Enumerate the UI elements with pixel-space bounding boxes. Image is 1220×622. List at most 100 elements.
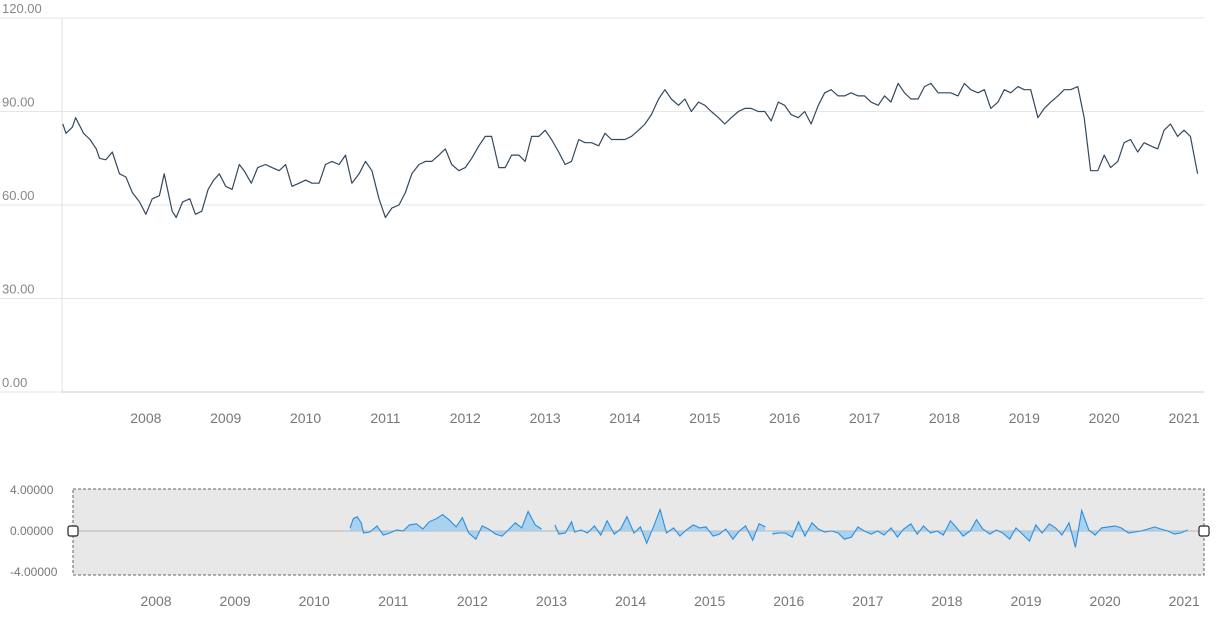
main-series-line[interactable] (62, 82, 1199, 219)
main-data-point[interactable] (212, 179, 215, 182)
main-data-point[interactable] (1129, 138, 1132, 141)
main-data-point[interactable] (291, 185, 294, 188)
main-data-point[interactable] (737, 110, 740, 113)
main-data-point[interactable] (390, 207, 393, 210)
main-data-point[interactable] (89, 138, 92, 141)
main-data-point[interactable] (318, 182, 321, 185)
main-data-point[interactable] (770, 119, 773, 122)
main-data-point[interactable] (989, 107, 992, 110)
main-data-point[interactable] (690, 110, 693, 113)
main-data-point[interactable] (437, 154, 440, 157)
main-data-point[interactable] (378, 197, 381, 200)
main-data-point[interactable] (963, 82, 966, 85)
main-data-point[interactable] (1069, 88, 1072, 91)
main-data-point[interactable] (74, 116, 77, 119)
main-data-point[interactable] (1029, 88, 1032, 91)
main-data-point[interactable] (464, 166, 467, 169)
main-data-point[interactable] (95, 147, 98, 150)
main-data-point[interactable] (338, 163, 341, 166)
main-data-point[interactable] (703, 104, 706, 107)
main-data-point[interactable] (1183, 129, 1186, 132)
main-data-point[interactable] (181, 200, 184, 203)
main-data-point[interactable] (1116, 160, 1119, 163)
main-data-point[interactable] (597, 144, 600, 147)
main-data-point[interactable] (311, 182, 314, 185)
navigator-right-handle[interactable] (1198, 525, 1210, 537)
main-data-point[interactable] (850, 91, 853, 94)
main-data-point[interactable] (171, 210, 174, 213)
main-data-point[interactable] (817, 104, 820, 107)
main-data-point[interactable] (1096, 169, 1099, 172)
main-data-point[interactable] (1196, 172, 1199, 175)
main-data-point[interactable] (218, 172, 221, 175)
main-data-point[interactable] (757, 110, 760, 113)
main-data-point[interactable] (1109, 166, 1112, 169)
main-data-point[interactable] (278, 169, 281, 172)
main-data-point[interactable] (909, 98, 912, 101)
main-data-point[interactable] (917, 98, 920, 101)
main-data-point[interactable] (670, 98, 673, 101)
main-data-point[interactable] (644, 123, 647, 126)
main-data-point[interactable] (677, 104, 680, 107)
main-data-point[interactable] (1023, 88, 1026, 91)
main-data-point[interactable] (350, 182, 353, 185)
navigator-background[interactable] (72, 488, 1205, 576)
main-data-point[interactable] (550, 138, 553, 141)
main-data-point[interactable] (111, 151, 114, 154)
main-data-point[interactable] (224, 185, 227, 188)
main-data-point[interactable] (610, 138, 613, 141)
main-data-point[interactable] (364, 160, 367, 163)
main-data-point[interactable] (1189, 135, 1192, 138)
main-data-point[interactable] (843, 94, 846, 97)
main-data-point[interactable] (207, 188, 210, 191)
main-data-point[interactable] (444, 147, 447, 150)
main-data-point[interactable] (663, 88, 666, 91)
main-data-point[interactable] (790, 113, 793, 116)
main-data-point[interactable] (1169, 123, 1172, 126)
main-data-point[interactable] (200, 210, 203, 213)
main-data-point[interactable] (138, 200, 141, 203)
main-data-point[interactable] (1003, 88, 1006, 91)
main-data-point[interactable] (510, 154, 513, 157)
main-data-point[interactable] (484, 135, 487, 138)
main-data-point[interactable] (637, 129, 640, 132)
main-data-point[interactable] (530, 135, 533, 138)
main-data-point[interactable] (570, 160, 573, 163)
main-data-point[interactable] (557, 151, 560, 154)
main-data-point[interactable] (624, 138, 627, 141)
main-data-point[interactable] (997, 101, 1000, 104)
main-data-point[interactable] (98, 157, 101, 160)
navigator-left-handle[interactable] (67, 525, 79, 537)
main-data-point[interactable] (104, 158, 107, 161)
main-data-point[interactable] (650, 113, 653, 116)
main-data-point[interactable] (163, 172, 166, 175)
main-data-point[interactable] (544, 129, 547, 132)
main-data-point[interactable] (803, 110, 806, 113)
main-data-point[interactable] (929, 82, 932, 85)
main-data-point[interactable] (783, 104, 786, 107)
main-data-point[interactable] (837, 94, 840, 97)
main-data-point[interactable] (284, 163, 287, 166)
main-data-point[interactable] (430, 160, 433, 163)
main-data-point[interactable] (590, 141, 593, 144)
main-data-point[interactable] (1016, 85, 1019, 88)
main-data-point[interactable] (710, 110, 713, 113)
main-data-point[interactable] (969, 88, 972, 91)
main-data-point[interactable] (358, 172, 361, 175)
main-data-point[interactable] (683, 98, 686, 101)
main-data-point[interactable] (1143, 141, 1146, 144)
main-data-point[interactable] (1043, 107, 1046, 110)
main-data-point[interactable] (490, 135, 493, 138)
main-data-point[interactable] (730, 116, 733, 119)
main-data-point[interactable] (750, 107, 753, 110)
main-data-point[interactable] (763, 110, 766, 113)
main-data-point[interactable] (1149, 144, 1152, 147)
main-data-point[interactable] (238, 163, 241, 166)
main-data-point[interactable] (883, 94, 886, 97)
main-data-point[interactable] (577, 138, 580, 141)
main-data-point[interactable] (477, 144, 480, 147)
main-data-point[interactable] (983, 88, 986, 91)
main-data-point[interactable] (617, 138, 620, 141)
main-data-point[interactable] (370, 169, 373, 172)
main-data-point[interactable] (1083, 116, 1086, 119)
